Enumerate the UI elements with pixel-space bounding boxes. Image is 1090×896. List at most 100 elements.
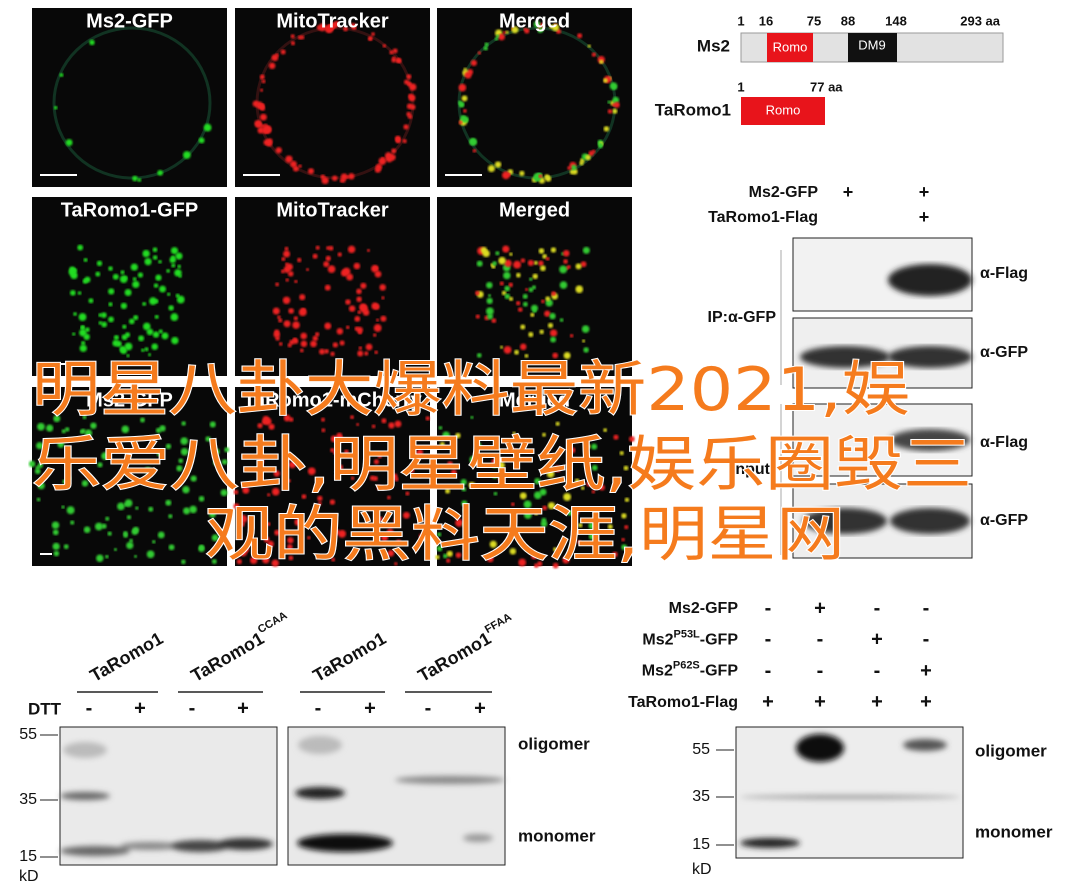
taromo1-bar	[741, 97, 825, 125]
signal	[209, 421, 216, 428]
signal	[148, 506, 154, 512]
signal	[489, 540, 497, 548]
signal	[275, 53, 279, 57]
signal	[301, 494, 307, 499]
signal	[278, 318, 283, 323]
signal	[554, 465, 562, 473]
signal	[307, 536, 311, 540]
signal	[522, 293, 528, 299]
signal	[141, 348, 145, 353]
band	[890, 508, 970, 534]
lane-sign: -	[765, 629, 772, 651]
signal	[132, 277, 137, 281]
signal	[156, 451, 162, 457]
signal	[263, 139, 270, 146]
signal	[492, 261, 497, 266]
signal	[239, 514, 248, 523]
residue: 1	[737, 79, 744, 94]
signal	[205, 436, 211, 442]
signal	[483, 46, 488, 51]
signal	[347, 245, 356, 254]
signal	[508, 296, 514, 302]
signal	[455, 552, 462, 558]
signal	[386, 528, 394, 536]
signal	[180, 447, 189, 456]
signal	[334, 529, 340, 535]
signal	[446, 550, 453, 557]
signal	[273, 470, 280, 477]
signal	[417, 473, 422, 479]
signal	[122, 324, 127, 329]
signal	[89, 39, 95, 46]
panel-label: TaRomo1-GFP	[61, 199, 198, 221]
signal	[287, 544, 293, 550]
signal	[278, 342, 283, 346]
signal	[394, 562, 398, 566]
signal	[518, 558, 527, 567]
signal	[119, 345, 126, 353]
signal	[298, 164, 302, 168]
signal	[284, 246, 289, 251]
signal	[281, 257, 286, 262]
signal	[366, 248, 371, 253]
signal	[236, 558, 242, 565]
signal	[477, 51, 482, 55]
signal	[582, 339, 586, 343]
signal	[312, 253, 318, 259]
signal	[494, 161, 502, 168]
signal	[380, 315, 387, 322]
signal	[198, 545, 205, 552]
signal	[607, 109, 613, 114]
signal	[176, 295, 185, 304]
signal	[607, 100, 611, 104]
signal	[115, 340, 122, 347]
signal	[530, 312, 535, 318]
signal	[283, 414, 291, 422]
signal	[37, 462, 43, 469]
signal	[511, 502, 515, 507]
signal	[580, 486, 585, 490]
signal	[497, 461, 505, 470]
signal	[321, 428, 326, 433]
signal	[567, 166, 572, 170]
signal	[332, 342, 338, 348]
signal	[341, 178, 346, 183]
domain-label: Romo	[773, 39, 808, 54]
row-superscript: P53L	[673, 628, 700, 640]
row-name: Ms2	[642, 663, 673, 680]
signal	[486, 281, 493, 289]
signal	[495, 251, 500, 256]
signal	[359, 303, 367, 311]
signal	[261, 79, 266, 84]
signal	[84, 276, 91, 283]
signal	[373, 266, 378, 271]
signal	[259, 113, 267, 121]
signal	[613, 101, 620, 108]
signal	[36, 497, 41, 502]
signal	[176, 465, 183, 472]
signal	[487, 165, 495, 173]
signal	[233, 489, 239, 495]
signal	[505, 30, 509, 34]
signal	[352, 25, 357, 30]
signal	[470, 59, 477, 67]
signal	[381, 418, 387, 424]
signal	[318, 501, 322, 506]
signal	[328, 245, 334, 251]
signal	[212, 448, 220, 456]
signal	[198, 137, 205, 144]
signal	[559, 318, 564, 322]
signal	[80, 325, 85, 330]
signal	[358, 330, 362, 335]
signal	[262, 556, 270, 564]
signal	[124, 276, 128, 280]
signal	[258, 103, 265, 110]
signal	[403, 124, 409, 130]
signal	[254, 119, 262, 128]
signal	[461, 95, 468, 102]
lane-sign: +	[762, 691, 774, 713]
signal	[53, 415, 61, 423]
signal	[514, 349, 519, 355]
signal	[344, 449, 349, 455]
signal	[357, 350, 364, 357]
